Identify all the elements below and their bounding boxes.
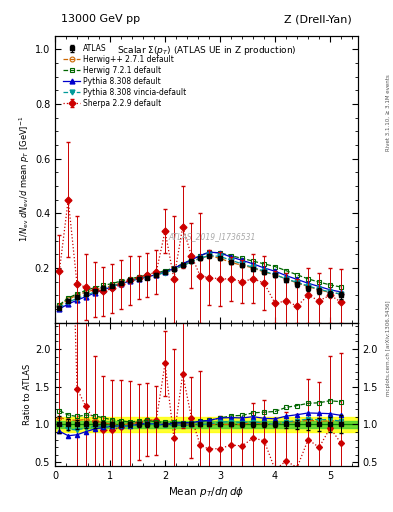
Text: mcplots.cern.ch [arXiv:1306.3436]: mcplots.cern.ch [arXiv:1306.3436] [386, 301, 391, 396]
Bar [55, 421, 358, 428]
Text: Scalar $\Sigma(p_T)$ (ATLAS UE in Z production): Scalar $\Sigma(p_T)$ (ATLAS UE in Z prod… [117, 45, 296, 57]
Y-axis label: Ratio to ATLAS: Ratio to ATLAS [23, 364, 32, 425]
Y-axis label: $1/N_\mathrm{ev}$ $dN_\mathrm{ev}/d$ mean $p_T$ $[\mathrm{GeV}]^{-1}$: $1/N_\mathrm{ev}$ $dN_\mathrm{ev}/d$ mea… [18, 116, 32, 242]
Text: 13000 GeV pp: 13000 GeV pp [61, 14, 140, 25]
Text: ATLAS_2019_I1736531: ATLAS_2019_I1736531 [169, 232, 256, 241]
Legend: ATLAS, Herwig++ 2.7.1 default, Herwig 7.2.1 default, Pythia 8.308 default, Pythi: ATLAS, Herwig++ 2.7.1 default, Herwig 7.… [62, 42, 188, 109]
Text: Z (Drell-Yan): Z (Drell-Yan) [284, 14, 352, 25]
Bar [55, 417, 358, 432]
X-axis label: Mean $p_T/d\eta\, d\phi$: Mean $p_T/d\eta\, d\phi$ [168, 485, 244, 499]
Text: Rivet 3.1.10, ≥ 3.1M events: Rivet 3.1.10, ≥ 3.1M events [386, 74, 391, 151]
